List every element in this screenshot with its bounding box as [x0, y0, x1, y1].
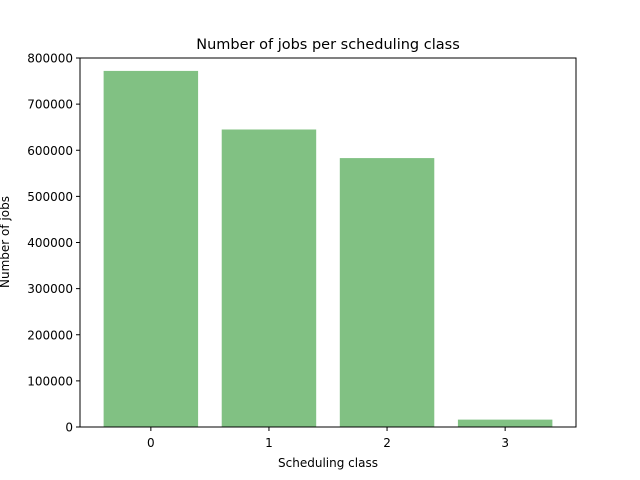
x-axis-ticks: 0 1 2 3 [147, 427, 509, 450]
y-tick-label: 800000 [27, 52, 73, 66]
bars-group [103, 70, 553, 427]
y-tick-label: 500000 [27, 190, 73, 204]
plot-frame [79, 57, 577, 428]
y-tick-label: 600000 [27, 144, 73, 158]
y-axis-ticks: 0 100000 200000 300000 400000 500000 600000 700… [27, 52, 80, 435]
chart-title: Number of jobs per scheduling class [196, 37, 460, 53]
y-tick-label: 700000 [27, 98, 73, 112]
bar-class-2 [339, 158, 435, 427]
bar-class-1 [221, 129, 317, 427]
x-tick-label: 2 [383, 436, 391, 450]
y-tick-label: 300000 [27, 282, 73, 296]
bar-class-3 [457, 419, 553, 427]
y-tick-label: 400000 [27, 236, 73, 250]
y-axis-label: Number of jobs [0, 196, 12, 288]
y-tick-label: 0 [65, 421, 73, 435]
y-tick-label: 100000 [27, 374, 73, 388]
x-tick-label: 3 [501, 436, 509, 450]
x-axis-label: Scheduling class [278, 456, 378, 470]
x-tick-label: 0 [147, 436, 155, 450]
bar-class-0 [103, 70, 199, 427]
x-tick-label: 1 [265, 436, 273, 450]
y-tick-label: 200000 [27, 328, 73, 342]
